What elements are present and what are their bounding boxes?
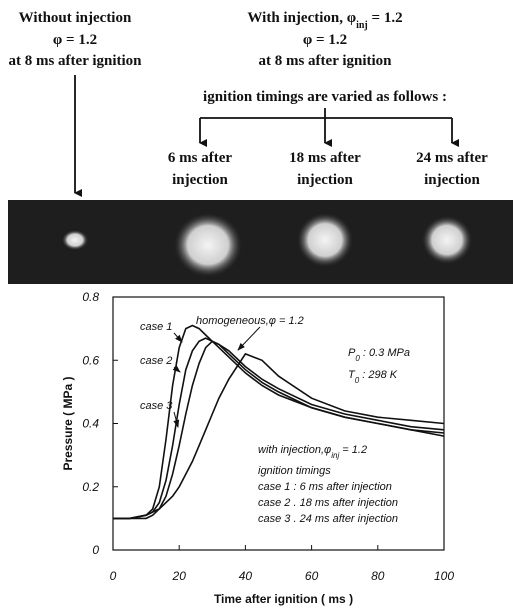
flame-blob (62, 230, 88, 250)
series-label: case 2 (140, 355, 172, 367)
right-title: With injection, φinj = 1.2 (247, 10, 402, 31)
x-tick-label: 100 (434, 569, 454, 583)
right-phi: φ = 1.2 (303, 32, 347, 48)
x-tick-label: 20 (172, 569, 187, 583)
right-time: at 8 ms after ignition (258, 53, 392, 69)
right-title-rest: = 1.2 (368, 10, 403, 26)
y-tick-label: 0.2 (82, 480, 99, 494)
series-label: case 3 (140, 400, 173, 412)
series-label: homogeneous,φ = 1.2 (196, 315, 304, 327)
right-title-text: With injection, φ (247, 10, 356, 26)
y-tick-label: 0.8 (82, 290, 99, 304)
timing-note: case 2 . 18 ms after injection (258, 497, 398, 509)
timings-title: ignition timings are varied as follows : (203, 89, 447, 105)
timing-note: case 3 . 24 ms after injection (258, 513, 398, 525)
label-arrow (238, 327, 260, 350)
timing-label: injection (297, 172, 353, 188)
p0-note-rest: : 0.3 MPa (360, 347, 410, 359)
injection-note-rest: = 1.2 (339, 444, 367, 456)
flame-blob (174, 213, 242, 277)
label-arrow (174, 333, 182, 342)
y-axis-label: Pressure ( MPa ) (61, 376, 75, 470)
x-tick-label: 0 (110, 569, 117, 583)
x-axis-label: Time after ignition ( ms ) (214, 592, 353, 606)
chart: 0 0.2 0.4 0.6 0.8 0 20 40 60 80 100 Time after igni… (61, 290, 454, 606)
left-time: at 8 ms after ignition (8, 53, 142, 69)
injection-note-sub: inj (331, 451, 339, 460)
x-tick-label: 60 (305, 569, 319, 583)
x-tick-label: 80 (371, 569, 385, 583)
injection-note: with injection,φinj = 1.2 (258, 444, 367, 460)
y-tick-label: 0 (92, 543, 99, 557)
timing-label: 24 ms after (416, 150, 488, 166)
flame-blob (422, 216, 472, 264)
x-tick-label: 40 (239, 569, 253, 583)
y-tick-label: 0.6 (82, 353, 99, 367)
timing-label: injection (424, 172, 480, 188)
timing-note: ignition timings (258, 465, 331, 477)
y-tick-label: 0.4 (82, 417, 99, 431)
injection-note-text: with injection,φ (258, 444, 331, 456)
right-title-sub: inj (356, 20, 368, 31)
timing-label: injection (172, 172, 228, 188)
timing-label: 6 ms after (168, 150, 232, 166)
flame-blob (297, 213, 353, 267)
timing-note: case 1 : 6 ms after injection (258, 481, 392, 493)
p0-note: P0 : 0.3 MPa (348, 347, 410, 363)
figure: Without injection φ = 1.2 at 8 ms after … (0, 0, 513, 608)
left-phi: φ = 1.2 (53, 32, 97, 48)
timing-label: 18 ms after (289, 150, 361, 166)
series-label: case 1 (140, 321, 172, 333)
t0-note: T0 : 298 K (348, 369, 398, 385)
left-title: Without injection (19, 10, 132, 26)
t0-note-rest: : 298 K (359, 369, 398, 381)
